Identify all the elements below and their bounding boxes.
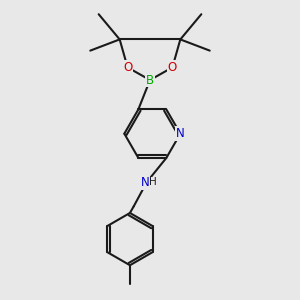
Text: N: N <box>140 176 149 189</box>
Text: N: N <box>176 127 185 140</box>
Text: B: B <box>146 74 154 86</box>
Text: H: H <box>149 177 157 187</box>
Text: O: O <box>123 61 132 74</box>
Text: O: O <box>168 61 177 74</box>
